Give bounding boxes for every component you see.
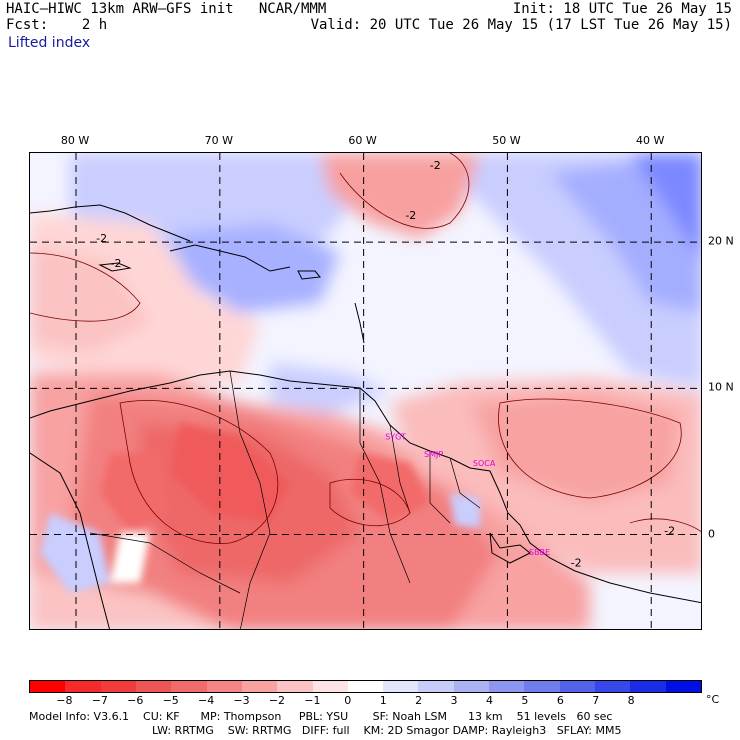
colorbar-segment <box>383 681 419 692</box>
contours <box>30 153 701 544</box>
longitude-label: 70 W <box>204 134 233 147</box>
field-name: Lifted index <box>8 35 91 51</box>
hispaniola-coast <box>169 244 291 272</box>
station-label: SMJP <box>424 450 443 459</box>
lesser-antilles <box>354 302 365 344</box>
contour-label: -2 <box>111 257 122 270</box>
coastlines <box>30 204 701 629</box>
colorbar-segment <box>630 681 666 692</box>
colorbar-segment <box>665 681 701 692</box>
pacific-coast <box>30 452 110 629</box>
colorbar-segment <box>135 681 172 692</box>
colorbar-tick-label: −6 <box>127 694 144 707</box>
contour-labels: -2 -2 -2 -2 -2 -2 <box>96 159 675 570</box>
latitude-label: 10 N <box>708 380 734 394</box>
latitude-label: 20 N <box>708 234 734 248</box>
colorbar-tick-label: −1 <box>304 694 321 707</box>
colorbar-segment <box>171 681 207 692</box>
colorbar-segment <box>312 681 348 692</box>
colorbar-segment <box>489 681 525 692</box>
field-shading-detail <box>40 423 480 593</box>
station-label: SOCA <box>473 459 496 468</box>
contour-label: -2 <box>405 209 416 222</box>
colorbar-tick-label: −8 <box>56 694 73 707</box>
colorbar <box>29 680 702 693</box>
contour-label: -2 <box>96 232 107 245</box>
colorbar-tick-label: 6 <box>556 694 564 707</box>
marajo-island <box>489 532 531 564</box>
model-info-line-1: Model Info: V3.6.1 CU: KF MP: Thompson P… <box>29 710 613 723</box>
longitude-label: 40 W <box>636 134 665 147</box>
model-info-line-2: LW: RRTMG SW: RRTMG DIFF: full KM: 2D Sm… <box>152 724 622 737</box>
contour-label: -2 <box>430 159 441 172</box>
colorbar-tick-label: −3 <box>233 694 250 707</box>
latitude-label: 0 <box>708 527 715 541</box>
colorbar-segment <box>65 681 101 692</box>
longitude-label: 50 W <box>492 134 521 147</box>
colorbar-unit: °C <box>706 693 720 706</box>
colorbar-segment <box>277 681 313 692</box>
lat-lon-grid <box>30 153 701 629</box>
colorbar-tick-label: 4 <box>485 694 493 707</box>
station-labels: SYGT SMJP SOCA SBBE <box>385 433 550 557</box>
puerto-rico-coast <box>297 270 321 280</box>
colorbar-segment <box>453 681 490 692</box>
colorbar-segment <box>241 681 278 692</box>
valid-time: Valid: 20 UTC Tue 26 May 15 (17 LST Tue … <box>310 17 732 33</box>
colorbar-tick-label: −7 <box>91 694 108 707</box>
colorbar-tick-label: 3 <box>450 694 458 707</box>
colorbar-segment <box>559 681 595 692</box>
colorbar-segment <box>30 681 66 692</box>
cuba-coast <box>30 204 191 242</box>
colorbar-tick-label: −5 <box>162 694 179 707</box>
colorbar-segment <box>418 681 454 692</box>
colorbar-segment <box>206 681 242 692</box>
jamaica-coast <box>98 262 132 272</box>
field-shading <box>30 153 701 629</box>
colorbar-tick-label: −2 <box>268 694 286 707</box>
colorbar-tick-label: 5 <box>521 694 529 707</box>
longitude-label: 80 W <box>60 134 90 147</box>
colorbar-segment <box>595 681 631 692</box>
colorbar-labels: −8 −7 −6 −5 −4 −3 −2 −1 0 1 2 3 4 5 6 7 8 <box>29 694 702 708</box>
forecast-hour: Fcst: 2 h <box>6 17 108 33</box>
longitude-label: 60 W <box>348 134 377 147</box>
colorbar-tick-label: 1 <box>379 694 387 707</box>
station-label: SBBE <box>529 548 550 557</box>
colorbar-segment <box>347 681 384 692</box>
colorbar-tick-label: 8 <box>627 694 635 707</box>
south-america-north-coast <box>30 370 701 604</box>
country-borders <box>89 370 481 629</box>
contour-label: -2 <box>571 557 582 570</box>
lifted-index-map: -2 -2 -2 -2 -2 -2 SYGT SMJP SOCA SBBE <box>29 152 702 630</box>
station-label: SYGT <box>385 433 406 442</box>
colorbar-tick-label: −4 <box>197 694 215 707</box>
colorbar-tick-label: 2 <box>415 694 423 707</box>
model-title: HAIC–HIWC 13km ARW–GFS init NCAR/MMM <box>6 1 327 17</box>
colorbar-segment <box>100 681 136 692</box>
contour-label: -2 <box>664 525 675 538</box>
colorbar-segment <box>524 681 560 692</box>
colorbar-tick-label: 0 <box>344 694 352 707</box>
colorbar-tick-label: 7 <box>592 694 600 707</box>
init-time: Init: 18 UTC Tue 26 May 15 <box>512 1 732 17</box>
